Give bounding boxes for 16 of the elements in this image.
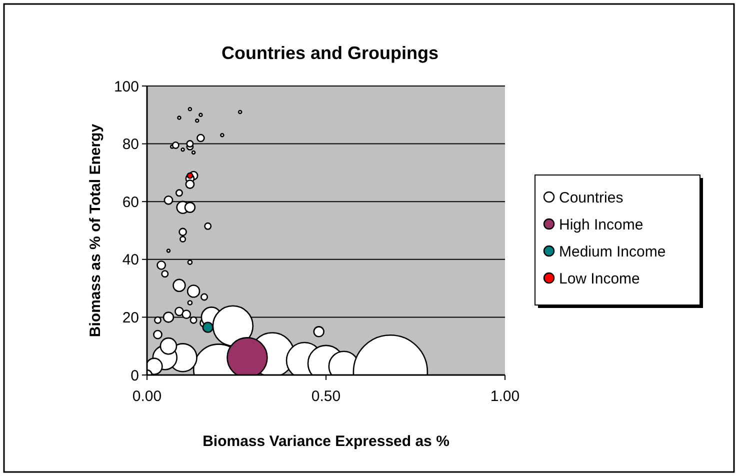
- legend-label: Countries: [559, 189, 624, 206]
- legend-label: Low Income: [559, 270, 640, 288]
- y-axis-title: Biomass as % of Total Energy: [87, 123, 104, 338]
- y-tick-label: 100: [114, 78, 139, 96]
- legend-label: Medium Income: [559, 243, 666, 260]
- y-tick-label: 80: [122, 136, 139, 154]
- y-tick-label: 20: [122, 309, 139, 326]
- y-tick-label: 0: [130, 367, 139, 384]
- x-axis-title: Biomass Variance Expressed as %: [202, 433, 450, 450]
- chart-title: Countries and Groupings: [221, 43, 439, 63]
- legend-label: High Income: [559, 216, 644, 234]
- x-tick-label: 1.00: [490, 388, 520, 405]
- y-tick-label: 40: [122, 252, 139, 269]
- x-tick-label: 0.50: [311, 388, 341, 405]
- y-tick-label: 60: [122, 194, 139, 211]
- x-tick-label: 0.00: [132, 388, 162, 405]
